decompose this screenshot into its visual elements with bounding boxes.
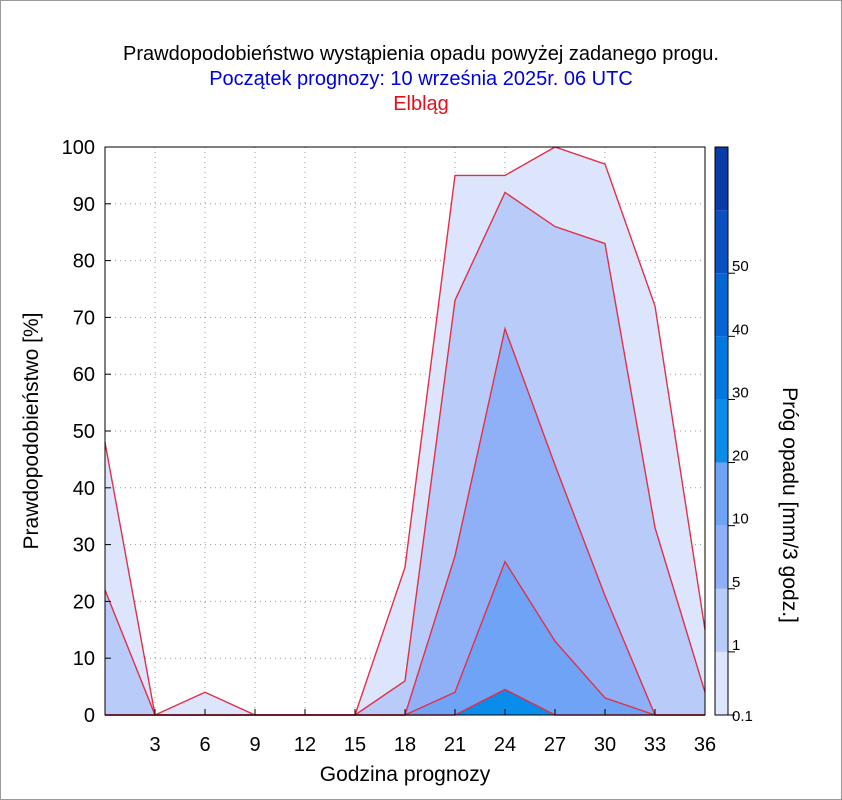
colorbar-tick-label: 40 [732,321,749,338]
x-tick-label: 6 [199,734,210,756]
y-axis-ticks: 0 10 20 30 40 50 60 70 80 90 100 [62,137,111,727]
x-tick-label: 24 [494,734,516,756]
chart-title: Prawdopodobieństwo wystąpienia opadu pow… [123,43,719,65]
colorbar-segment [715,210,728,274]
chart-location: Elbląg [393,93,449,115]
colorbar-tick-label: 20 [732,448,749,465]
colorbar-tick-label: 5 [732,574,740,591]
x-tick-label: 21 [444,734,466,756]
colorbar: 0.1 1 5 10 20 30 40 50 [714,146,753,725]
x-tick-label: 27 [544,734,566,756]
x-tick-label: 12 [294,734,316,756]
x-axis-label: Godzina prognozy [320,763,491,786]
y-tick-label: 10 [73,648,95,670]
colorbar-tick-label: 1 [732,637,740,654]
x-tick-label: 9 [249,734,260,756]
y-tick-label: 60 [73,364,95,386]
y-tick-label: 20 [73,591,95,613]
y-axis-label: Prawdopodobieństwo [%] [20,313,43,550]
colorbar-segment [715,399,728,463]
chart-subtitle: Początek prognozy: 10 września 2025r. 06… [209,68,633,90]
colorbar-segment [715,336,728,400]
area-threshold-10 [105,561,705,715]
colorbar-tick-label: 30 [732,384,749,401]
y-tick-label: 40 [73,478,95,500]
x-tick-label: 15 [344,734,366,756]
y-tick-label: 90 [73,194,95,216]
x-tick-label: 33 [644,734,666,756]
x-tick-label: 3 [149,734,160,756]
x-tick-label: 18 [394,734,416,756]
y-tick-label: 100 [62,137,95,159]
y-tick-label: 0 [84,705,95,727]
colorbar-segment [715,462,728,526]
outline-threshold-0_1 [104,146,706,717]
y-tick-label: 70 [73,307,95,329]
colorbar-tick-label: 0.1 [732,708,753,725]
y-tick-label: 30 [73,535,95,557]
colorbar-label: Próg opadu [mm/3 godz.] [778,387,801,623]
y-tick-label: 80 [73,251,95,273]
x-tick-label: 30 [594,734,616,756]
colorbar-segment [715,588,728,652]
area-threshold-5 [105,328,705,715]
x-axis-ticks: 3 6 9 12 15 18 21 24 27 30 33 36 [149,709,716,756]
x-tick-label: 36 [694,734,716,756]
colorbar-segment [715,273,728,337]
probability-areas [105,147,705,715]
colorbar-segment [715,525,728,589]
colorbar-segment [715,147,728,211]
colorbar-tick-label: 10 [732,511,749,528]
y-tick-label: 50 [73,421,95,443]
colorbar-segment [715,651,728,715]
colorbar-border [714,146,729,716]
colorbar-tick-label: 50 [732,258,749,275]
